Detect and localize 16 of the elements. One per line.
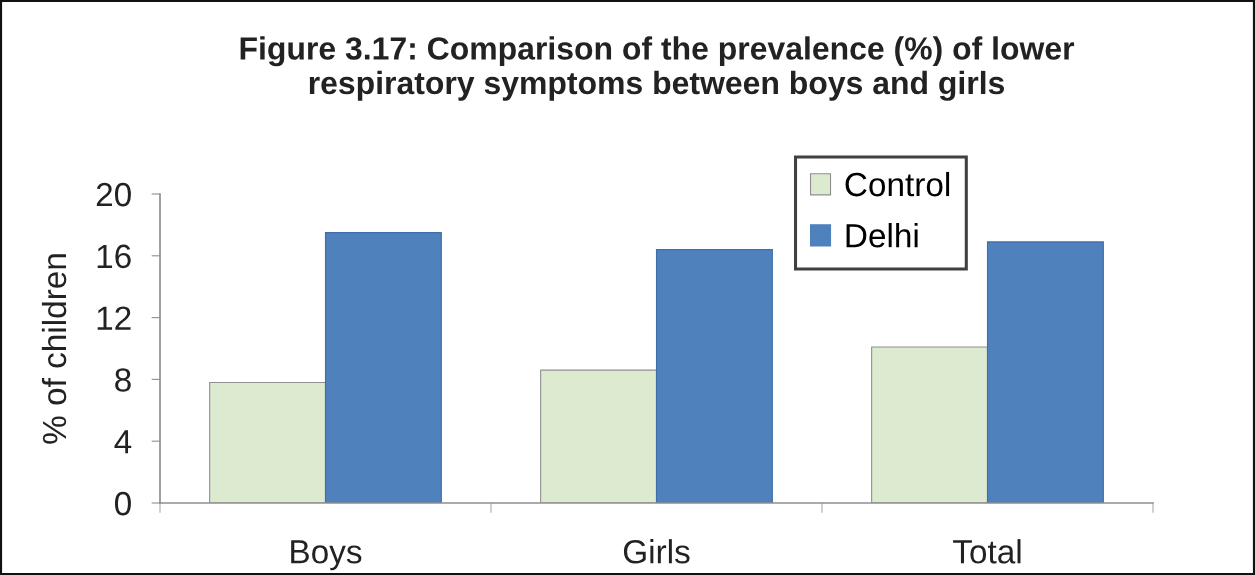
y-tick-label: 0	[114, 491, 131, 516]
y-tick-label: 8	[115, 368, 131, 392]
y-tick-label: 16	[97, 244, 131, 269]
y-tick-label: 20	[96, 182, 131, 207]
chart-title: Figure 3.17: Comparison of the prevalence (%) of lower respiratory symptoms between boys and girls	[240, 36, 1075, 101]
bar	[324, 232, 442, 503]
y-axis-title: % of children	[41, 254, 67, 444]
y-tick-label: 4	[114, 430, 132, 454]
x-tick-label: Total	[953, 539, 1021, 564]
x-tick-label: Boys	[291, 540, 362, 571]
legend-label: Control	[845, 171, 950, 197]
y-tick-label: 12	[97, 306, 131, 330]
bar	[655, 249, 773, 503]
bar	[986, 241, 1104, 503]
x-tick-label: Girls	[623, 539, 690, 564]
legend-label: Delhi	[846, 222, 918, 248]
